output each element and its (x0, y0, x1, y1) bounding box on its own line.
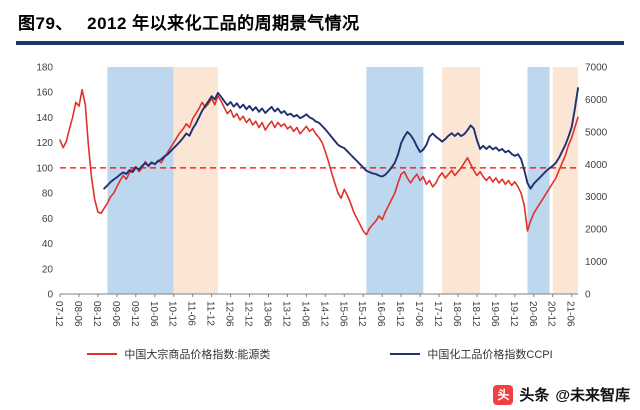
x-tick-label: 20-06 (527, 301, 538, 327)
x-tick-label: 20-12 (546, 301, 557, 327)
x-tick-label: 12-06 (224, 301, 235, 327)
y-left-tick-label: 80 (42, 189, 54, 200)
y-right-tick-label: 5000 (585, 127, 608, 138)
x-tick-label: 16-06 (375, 301, 386, 327)
x-tick-label: 10-06 (148, 301, 159, 327)
legend-label-ccpi: 中国化工品价格指数CCPI (427, 349, 553, 361)
toutiao-logo-icon: 头 (493, 384, 514, 405)
x-tick-label: 09-06 (110, 301, 121, 327)
x-tick-label: 13-06 (262, 301, 273, 327)
y-left-tick-label: 40 (42, 239, 54, 250)
x-tick-label: 15-06 (337, 301, 348, 327)
y-left-tick-label: 140 (36, 113, 53, 124)
x-tick-label: 09-12 (129, 301, 140, 327)
cycle-chart-canvas: 0 20 40 60 80 100 120 140 160 180 0 1000 2000 3000 400… (36, 63, 608, 328)
legend-line-navy (390, 353, 421, 355)
x-tick-label: 08-12 (91, 301, 102, 327)
x-tick-label: 15-12 (356, 301, 367, 327)
y-left-tick-label: 0 (47, 290, 53, 301)
x-tick-label: 14-12 (318, 301, 329, 327)
x-tick-label: 14-06 (299, 301, 310, 327)
x-tick-label: 17-06 (413, 301, 424, 327)
legend-item-ccpi: 中国化工品价格指数CCPI (390, 346, 553, 362)
x-tick-label: 19-12 (508, 301, 519, 327)
y-right-tick-label: 0 (585, 290, 591, 301)
legend-label-energy-index: 中国大宗商品价格指数:能源类 (124, 349, 271, 361)
x-tick-label: 10-12 (167, 301, 178, 327)
y-left-tick-label: 20 (42, 264, 54, 275)
x-tick-label: 18-12 (470, 301, 481, 327)
cycle-band-3 (442, 67, 481, 294)
x-tick-label: 19-06 (489, 301, 500, 327)
x-tick-label: 13-12 (280, 301, 291, 327)
y-left-tick-label: 160 (36, 88, 53, 99)
y-right-tick-label: 2000 (585, 225, 608, 236)
y-left-tick-label: 100 (36, 163, 53, 174)
y-left-tick-label: 120 (36, 138, 53, 149)
x-tick-label: 07-12 (53, 301, 64, 327)
series-line-ccpi (103, 87, 579, 190)
cycle-band-1 (173, 67, 218, 294)
x-tick-label: 12-12 (243, 301, 254, 327)
x-tick-label: 21-06 (565, 301, 576, 327)
x-tick-label: 11-12 (205, 301, 216, 326)
cycle-band-0 (107, 67, 174, 294)
x-tick-label: 18-06 (451, 301, 462, 327)
watermark-platform: 头条 (519, 387, 550, 404)
y-right-tick-label: 6000 (585, 95, 608, 106)
x-tick-label: 16-12 (394, 301, 405, 327)
x-tick-label: 17-12 (432, 301, 443, 327)
chart-legend: 中国大宗商品价格指数:能源类 中国化工品价格指数CCPI (0, 346, 640, 362)
x-tick-label: 08-06 (72, 301, 83, 327)
legend-line-red (87, 353, 118, 355)
y-right-tick-label: 1000 (585, 257, 608, 268)
cycle-band-2 (366, 67, 424, 294)
cycle-band-4 (527, 67, 550, 294)
figure-title: 图79、 2012 年以来化工品的周期景气情况 (16, 0, 624, 45)
legend-item-energy-index: 中国大宗商品价格指数:能源类 (87, 346, 270, 362)
y-left-tick-label: 60 (42, 214, 54, 225)
y-left-tick-label: 180 (36, 63, 53, 74)
y-right-tick-label: 7000 (585, 63, 608, 74)
y-right-tick-label: 3000 (585, 192, 608, 203)
cycle-band-5 (552, 67, 578, 294)
y-right-tick-label: 4000 (585, 160, 608, 171)
watermark-handle: @未来智库 (555, 387, 630, 404)
x-tick-label: 11-06 (186, 301, 197, 326)
watermark: 头 头条 @未来智库 (493, 384, 630, 405)
